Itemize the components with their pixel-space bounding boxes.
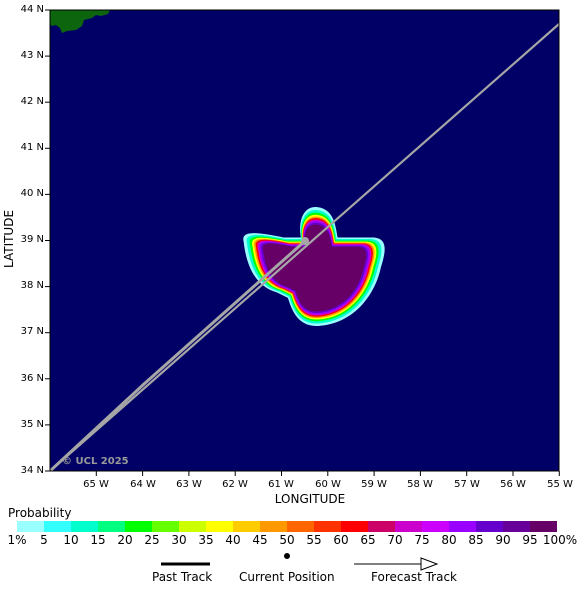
- colorbar-swatch: [449, 521, 476, 532]
- scale-label: 75: [414, 533, 430, 547]
- scale-label: 100%: [542, 533, 578, 547]
- colorbar-swatch: [395, 521, 422, 532]
- colorbar-swatch: [152, 521, 179, 532]
- scale-label: 45: [252, 533, 268, 547]
- lat-label-39: 39 N: [20, 234, 44, 245]
- scale-label: 60: [333, 533, 349, 547]
- colorbar-swatch: [44, 521, 71, 532]
- colorbar-swatch: [341, 521, 368, 532]
- lat-label-37: 37 N: [20, 326, 44, 337]
- lon-label-63: 63 W: [176, 479, 202, 490]
- storm-track-line: [50, 23, 559, 471]
- lon-label-62: 62 W: [222, 479, 248, 490]
- lat-label-40: 40 N: [20, 188, 44, 199]
- x-axis-title: LONGITUDE: [274, 492, 346, 506]
- scale-label: 70: [387, 533, 403, 547]
- colorbar-swatch: [314, 521, 341, 532]
- copyright-watermark: © UCL 2025: [62, 456, 129, 467]
- current-position-marker: [301, 237, 309, 245]
- lon-label-61: 61 W: [268, 479, 294, 490]
- colorbar-swatch: [422, 521, 449, 532]
- lat-label-44: 44 N: [20, 4, 44, 15]
- land-area: [50, 10, 110, 33]
- lat-label-42: 42 N: [20, 96, 44, 107]
- forecast-arrow-icon: [354, 557, 439, 571]
- colorbar-swatch: [503, 521, 530, 532]
- scale-label: 35: [198, 533, 214, 547]
- colorbar-swatch: [368, 521, 395, 532]
- scale-label: 65: [360, 533, 376, 547]
- past-track-label: Past Track: [152, 570, 213, 584]
- colorbar-swatch: [125, 521, 152, 532]
- lon-label-65: 65 W: [83, 479, 109, 490]
- colorbar-swatch: [179, 521, 206, 532]
- lon-label-57: 57 W: [454, 479, 480, 490]
- lon-label-60: 60 W: [315, 479, 341, 490]
- lon-label-55: 55 W: [547, 479, 573, 490]
- lat-label-43: 43 N: [20, 50, 44, 61]
- probability-swath: [243, 206, 385, 327]
- current-position-label: Current Position: [239, 570, 335, 584]
- scale-label: 80: [441, 533, 457, 547]
- lon-label-56: 56 W: [500, 479, 526, 490]
- scale-label: 20: [117, 533, 133, 547]
- past-track-line: [50, 239, 306, 471]
- lon-label-59: 59 W: [361, 479, 387, 490]
- colorbar-swatch: [476, 521, 503, 532]
- lat-label-38: 38 N: [20, 280, 44, 291]
- probability-contour: [262, 224, 367, 312]
- forecast-track-label: Forecast Track: [371, 570, 457, 584]
- colorbar-swatch: [233, 521, 260, 532]
- scale-label: 85: [468, 533, 484, 547]
- scale-label: 40: [225, 533, 241, 547]
- colorbar-swatch: [287, 521, 314, 532]
- axis-ticks: [45, 9, 560, 476]
- scale-label: 90: [495, 533, 511, 547]
- lon-label-58: 58 W: [407, 479, 433, 490]
- lon-label-64: 64 W: [130, 479, 156, 490]
- scale-label: 30: [171, 533, 187, 547]
- scale-label: 55: [306, 533, 322, 547]
- scale-label: 15: [90, 533, 106, 547]
- scale-label: 25: [144, 533, 160, 547]
- lat-label-41: 41 N: [20, 142, 44, 153]
- colorbar-swatch: [206, 521, 233, 532]
- lat-label-34: 34 N: [20, 465, 44, 476]
- colorbar-swatch: [98, 521, 125, 532]
- scale-label: 50: [279, 533, 295, 547]
- scale-label: 10: [63, 533, 79, 547]
- scale-label: 95: [522, 533, 538, 547]
- y-axis-title: LATITUDE: [2, 209, 16, 268]
- colorbar-swatch: [71, 521, 98, 532]
- colorbar-swatch: [530, 521, 557, 532]
- probability-colorbar: [17, 521, 557, 532]
- colorbar-swatch: [17, 521, 44, 532]
- probability-title: Probability: [8, 506, 72, 520]
- lat-label-35: 35 N: [20, 419, 44, 430]
- current-position-legend-dot: [284, 553, 290, 559]
- scale-label: 5: [40, 533, 48, 547]
- scale-label: 1%: [7, 533, 27, 547]
- colorbar-swatch: [260, 521, 287, 532]
- lat-label-36: 36 N: [20, 373, 44, 384]
